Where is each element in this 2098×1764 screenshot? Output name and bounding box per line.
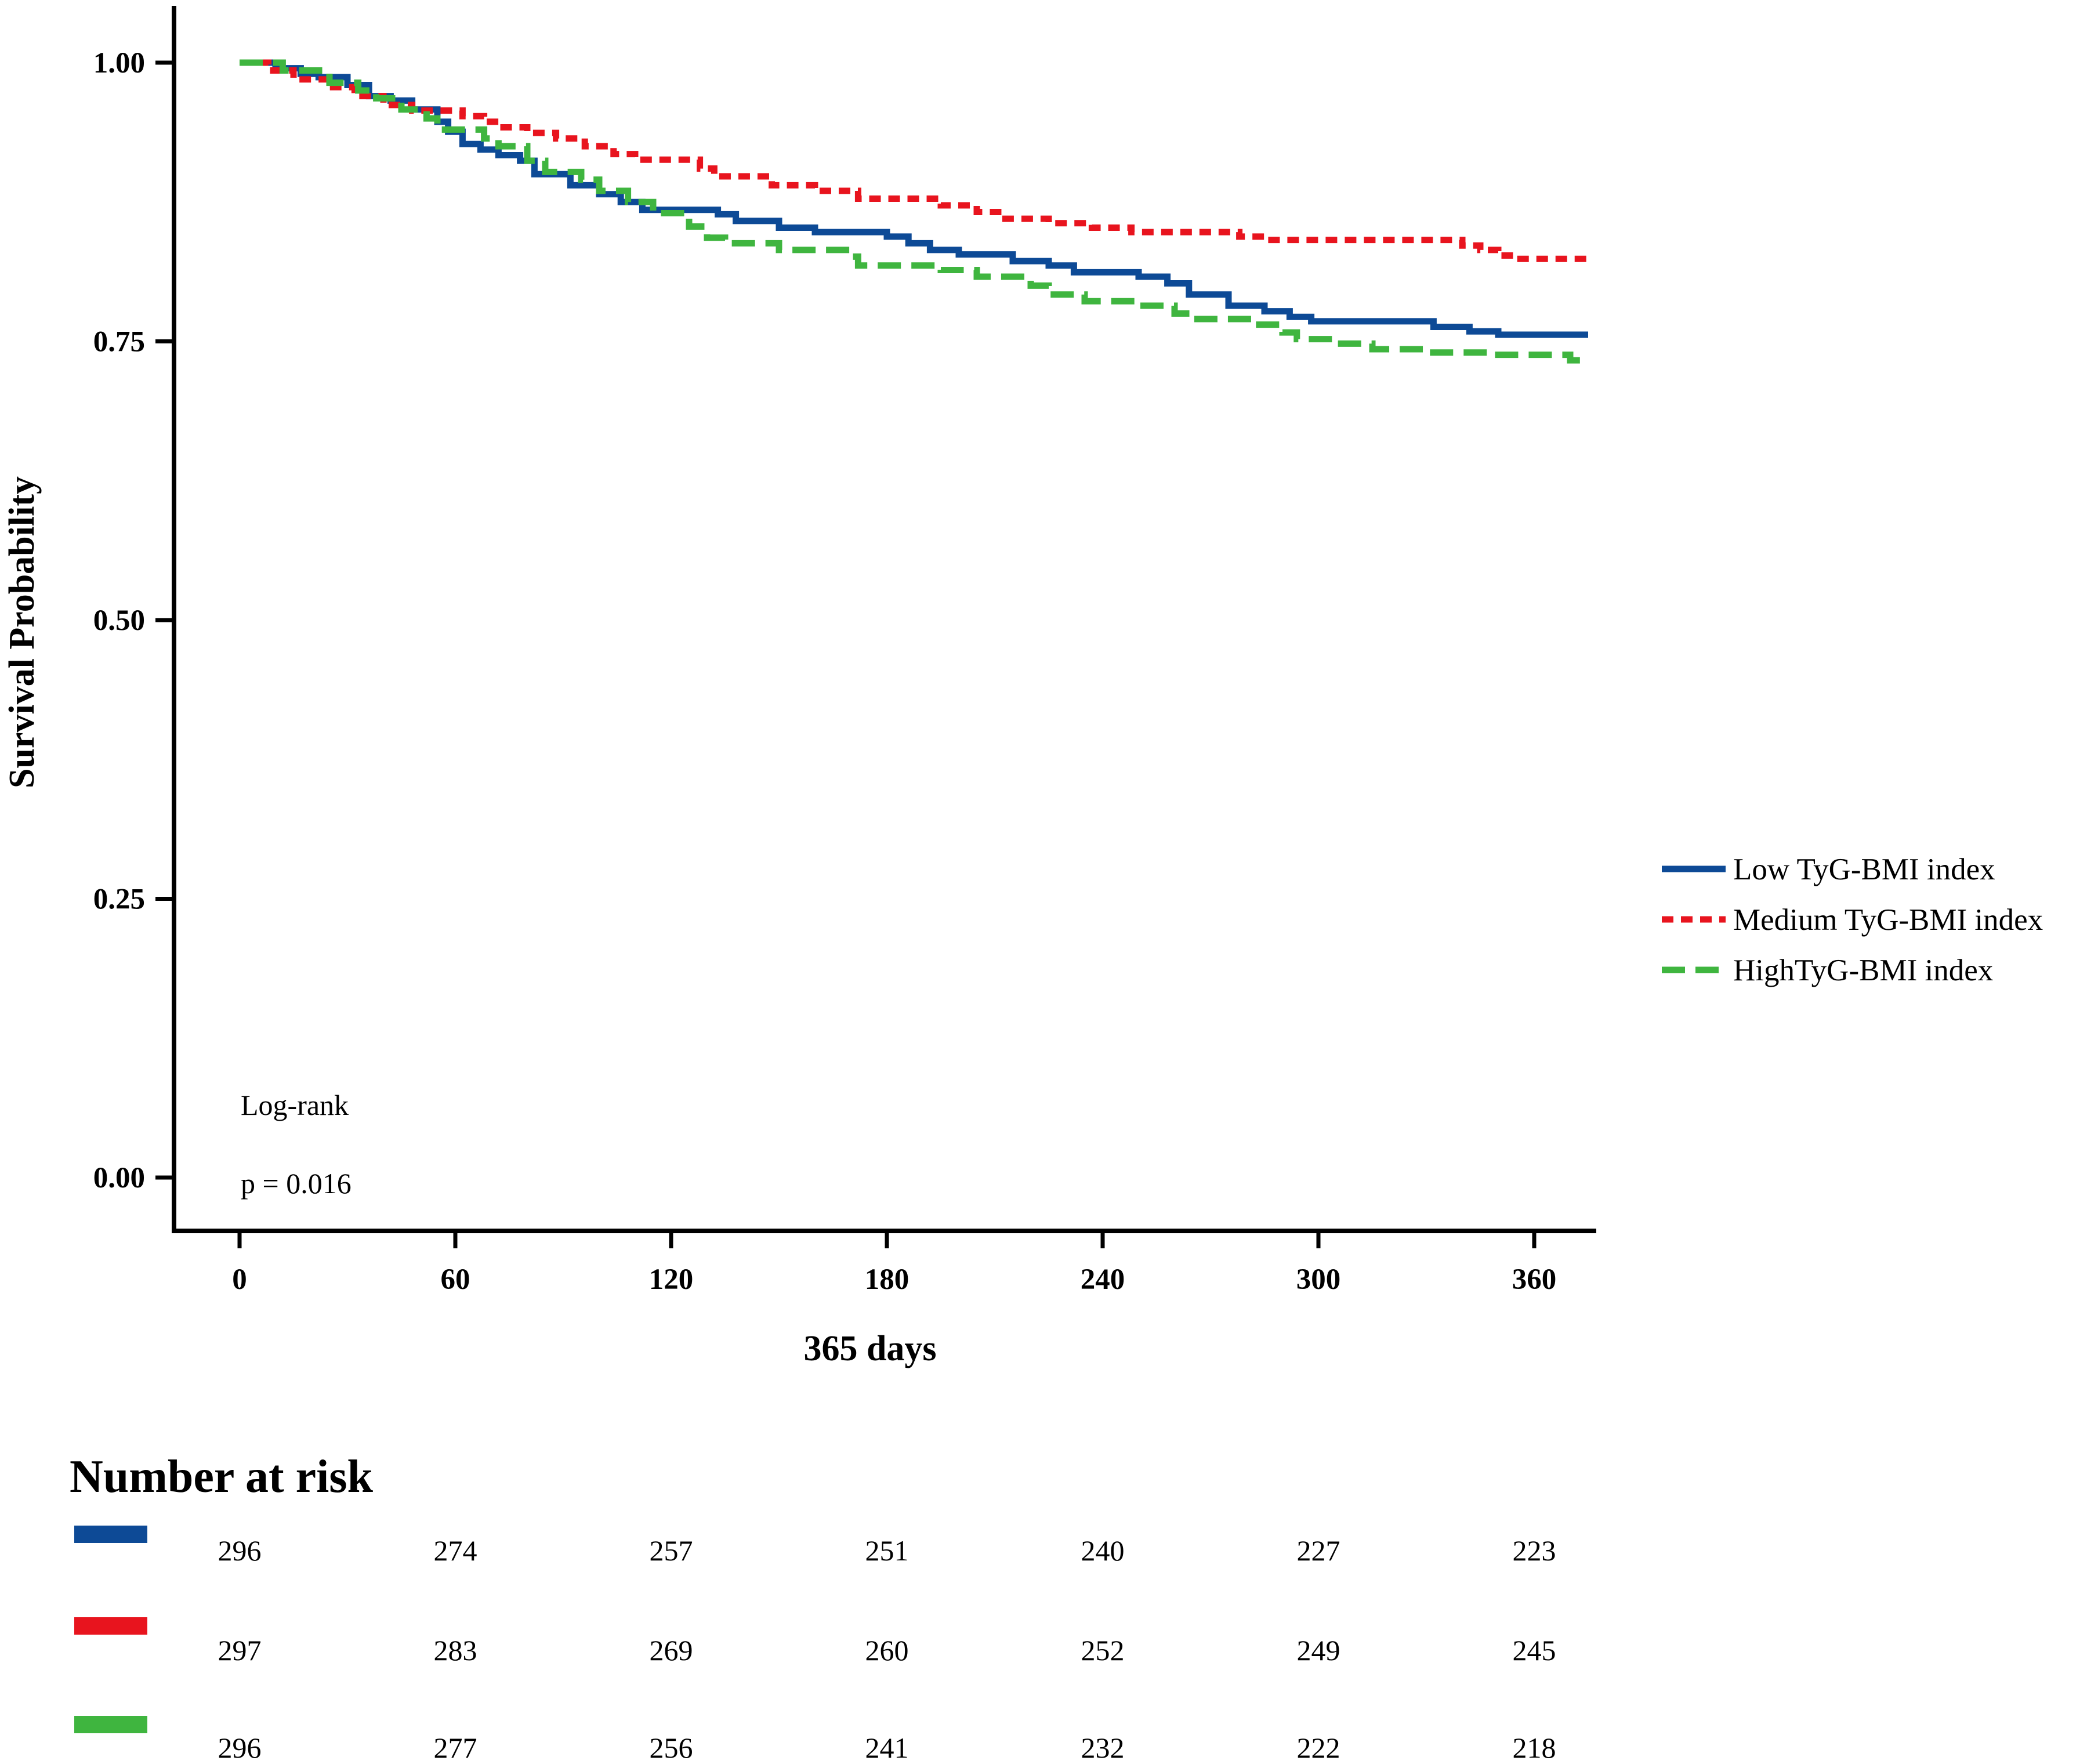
risk-count: 283 — [434, 1634, 477, 1667]
x-tick-label: 60 — [441, 1263, 470, 1296]
series-hightyg-bmi-index — [240, 59, 1588, 364]
risk-count: 227 — [1297, 1534, 1340, 1567]
x-tick-label: 360 — [1512, 1263, 1557, 1296]
p-value-label: p = 0.016 — [241, 1167, 352, 1200]
risk-row-swatch — [74, 1716, 147, 1733]
risk-count: 232 — [1081, 1732, 1125, 1764]
risk-count: 245 — [1513, 1634, 1556, 1667]
risk-count: 240 — [1081, 1534, 1125, 1567]
risk-count: 251 — [865, 1534, 909, 1567]
legend-label: Low TyG-BMI index — [1733, 853, 1995, 886]
y-tick-label: 0.50 — [93, 604, 145, 637]
risk-count: 260 — [865, 1634, 909, 1667]
series-layer — [240, 59, 1588, 364]
risk-count: 257 — [650, 1534, 693, 1567]
risk-count: 296 — [218, 1534, 262, 1567]
risk-count: 256 — [650, 1732, 693, 1764]
axes: 0.00 0.25 0.50 0.75 1.00 0 60 120 180 240 300 360 36… — [2, 6, 1596, 1368]
risk-count: 274 — [434, 1534, 477, 1567]
risk-row-swatch — [74, 1617, 147, 1635]
risk-count: 277 — [434, 1732, 477, 1764]
risk-row-swatch — [74, 1526, 147, 1543]
risk-count: 252 — [1081, 1634, 1125, 1667]
risk-count: 222 — [1297, 1732, 1340, 1764]
series-medium-tyg-bmi-index — [240, 59, 1588, 262]
risk-count: 269 — [650, 1634, 693, 1667]
risk-count: 241 — [865, 1732, 909, 1764]
risk-count: 223 — [1513, 1534, 1556, 1567]
risk-count: 249 — [1297, 1634, 1340, 1667]
risk-table-title: Number at risk — [70, 1451, 373, 1502]
legend: Low TyG-BMI index Medium TyG-BMI index Hig… — [1662, 853, 2043, 987]
log-rank-label: Log-rank — [241, 1089, 349, 1121]
legend-label: Medium TyG-BMI index — [1733, 903, 2043, 937]
y-tick-label: 0.75 — [93, 326, 145, 358]
y-tick-label: 0.00 — [93, 1162, 145, 1194]
x-axis-title: 365 days — [803, 1329, 936, 1368]
risk-table: Number at risk 296 274 257 251 240 227 223 297 28… — [70, 1451, 1556, 1764]
risk-count: 297 — [218, 1634, 262, 1667]
x-tick-label: 240 — [1081, 1263, 1125, 1296]
risk-count: 296 — [218, 1732, 262, 1764]
legend-label: HighTyG-BMI index — [1733, 954, 1993, 987]
x-tick-label: 0 — [232, 1263, 247, 1296]
y-tick-label: 1.00 — [93, 47, 145, 79]
x-tick-label: 300 — [1296, 1263, 1341, 1296]
risk-count: 218 — [1513, 1732, 1556, 1764]
y-axis-title: Survival Probability — [2, 476, 42, 788]
x-tick-label: 180 — [865, 1263, 910, 1296]
annotations: Log-rank p = 0.016 — [241, 1089, 352, 1200]
x-tick-label: 120 — [649, 1263, 694, 1296]
y-tick-label: 0.25 — [93, 883, 145, 916]
